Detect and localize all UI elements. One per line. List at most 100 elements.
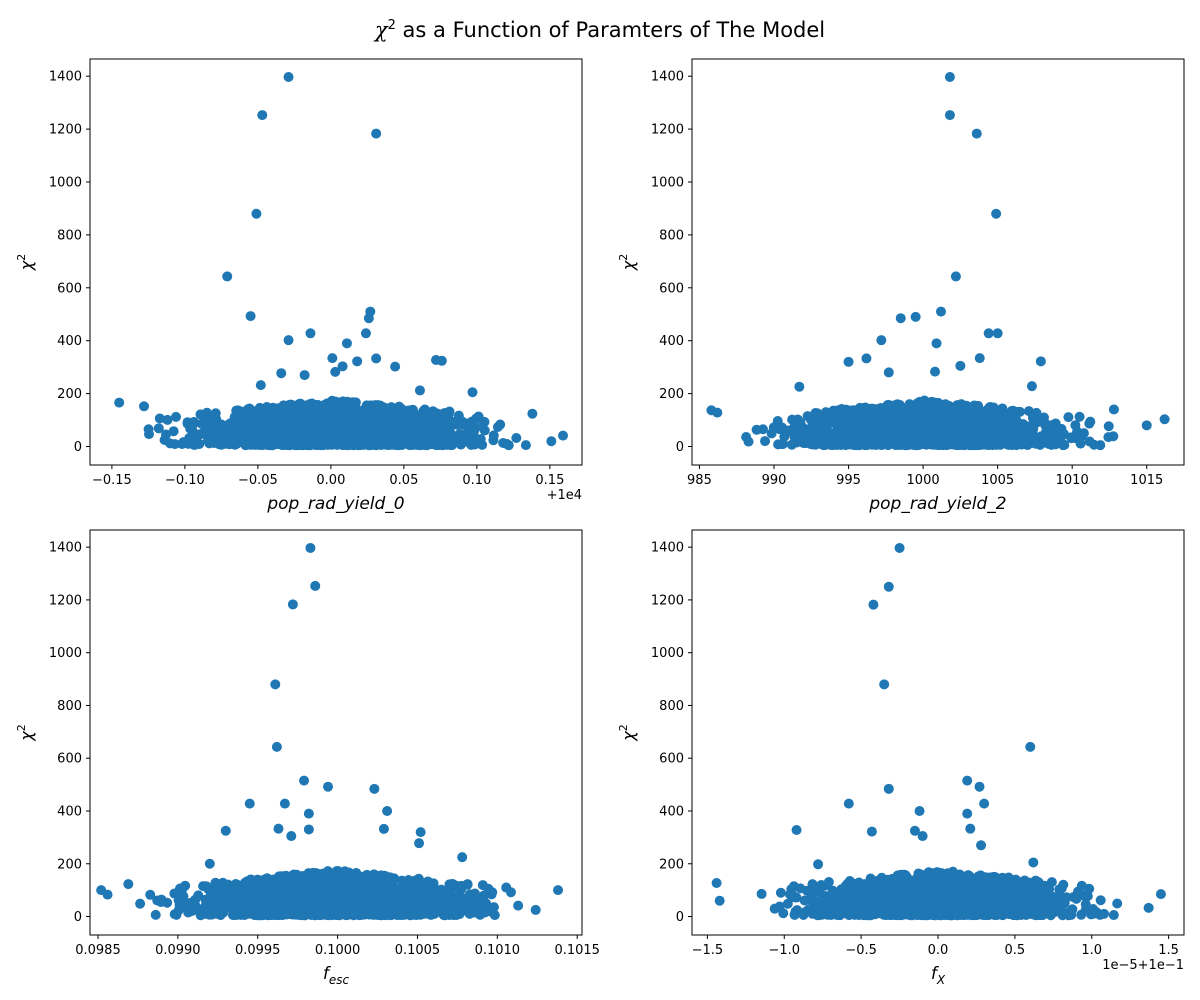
scatter-point [546,436,557,447]
scatter-point [412,897,423,908]
scatter-point [222,271,233,282]
scatter-point [1063,412,1074,423]
scatter-point [788,422,799,433]
scatter-point [154,413,165,424]
scatter-point [263,882,274,893]
scatter-point [406,908,417,919]
y-axis-label: χ2 [15,254,36,271]
scatter-point [488,430,499,441]
scatter-point [414,838,425,849]
x-tick-label: −0.10 [165,473,205,488]
scatter-point [370,421,381,432]
x-axis-label: fesc [323,964,350,987]
scatter-point [895,401,906,412]
scatter-point [337,361,348,372]
x-tick-label: 0.0990 [155,943,201,958]
scatter-point [478,890,489,901]
scatter-point [473,413,484,424]
scatter-point [310,868,321,879]
scatter-point [990,405,1001,416]
y-tick-label: 200 [57,387,82,402]
scatter-point [950,271,961,282]
scatter-point [930,397,941,408]
scatter-point [236,897,247,908]
scatter-point [371,353,382,364]
scatter-point [960,408,971,419]
scatter-point [333,405,344,416]
x-tick-label: 995 [836,473,861,488]
scatter-point [201,881,212,892]
scatter-point [930,366,941,377]
scatter-point [1035,356,1046,367]
scatter-point [413,418,424,429]
scatter-point [768,422,779,433]
y-tick-label: 0 [74,440,82,455]
scatter-point [1039,417,1050,428]
scatter-point [1103,421,1114,432]
scatter-point [756,888,767,899]
scatter-point [363,313,374,324]
scatter-point [321,420,332,431]
scatter-point [553,885,564,896]
y-tick-label: 1200 [49,593,82,608]
x-tick-label: 1015 [1130,473,1163,488]
scatter-point [992,328,1003,339]
scatter-point [885,424,896,435]
scatter-point [1058,440,1069,451]
scatter-point [201,407,212,418]
scatter-point [760,436,771,447]
scatter-point [1006,408,1017,419]
scatter-point [477,421,488,432]
scatter-point [376,870,387,881]
y-tick-label: 0 [74,910,82,925]
scatter-point [830,415,841,426]
scatter-point [945,406,956,417]
scatter-point [861,353,872,364]
scatter-point [520,440,531,451]
scatter-point [947,431,958,442]
scatter-point [339,909,350,920]
scatter-point [270,679,281,690]
scatter-point [145,889,156,900]
scatter-point [305,542,316,553]
scatter-point [210,408,221,419]
x-tick-label: 990 [762,473,787,488]
scatter-point [481,898,492,909]
scatter-point [974,353,985,364]
scatter-point [820,407,831,418]
scatter-point [220,825,231,836]
scatter-point [332,397,343,408]
scatter-point [283,71,294,82]
x-tick-label: 0.05 [389,473,418,488]
scatter-point [712,407,723,418]
scatter-point [1072,426,1083,437]
scatter-point [205,434,216,445]
x-tick-label: 0.10 [462,473,491,488]
scatter-point [301,402,312,413]
scatter-point [850,438,861,449]
scatter-point [954,436,965,447]
y-tick-label: 400 [57,334,82,349]
scatter-point [968,436,979,447]
scatter-point [285,872,296,883]
scatter-point [969,400,980,411]
scatter-point [218,887,229,898]
scatter-point [415,827,426,838]
scatter-point [794,381,805,392]
scatter-point [240,877,251,888]
scatter-point [345,410,356,421]
scatter-point [310,426,321,437]
x-tick-label: 0.1010 [475,943,521,958]
scatter-point [408,434,419,445]
y-tick-label: 1400 [651,70,684,85]
scatter-point [261,420,272,431]
point-cloud [756,866,1123,921]
scatter-point [327,897,338,908]
scatter-point [948,418,959,429]
scatter-point [831,431,842,442]
point-cloud [143,395,531,451]
scatter-point [196,418,207,429]
scatter-point [466,426,477,437]
scatter-point [1108,404,1119,415]
